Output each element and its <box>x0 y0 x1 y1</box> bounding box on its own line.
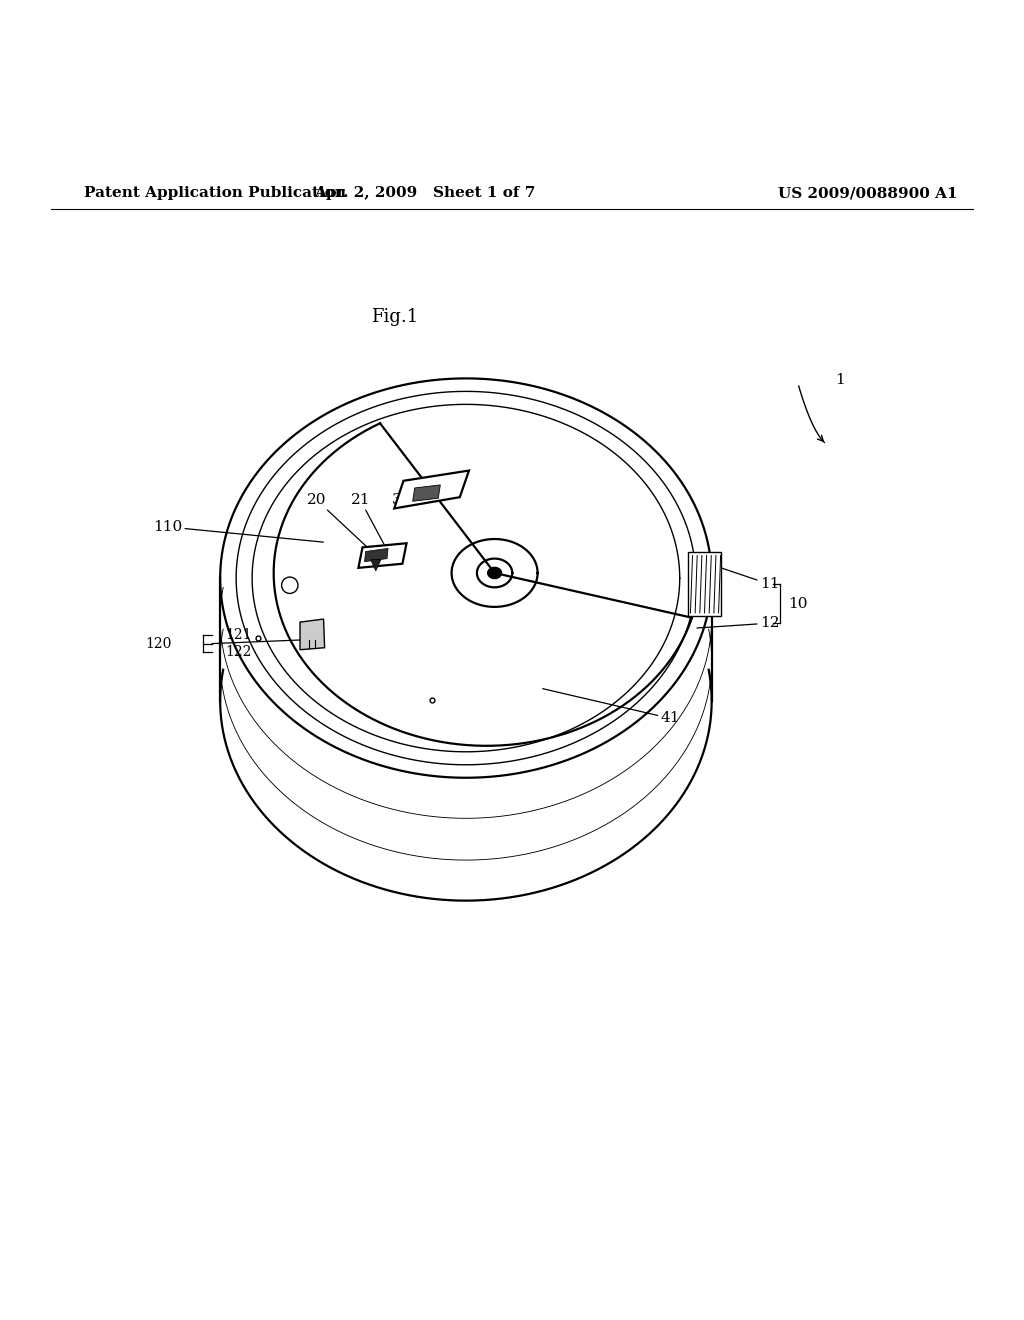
Polygon shape <box>487 568 502 578</box>
Polygon shape <box>300 619 325 649</box>
Text: 110: 110 <box>153 520 324 543</box>
Polygon shape <box>413 484 440 502</box>
Text: 121: 121 <box>225 628 252 643</box>
Text: Fig.1: Fig.1 <box>371 308 418 326</box>
Text: 11: 11 <box>692 558 779 591</box>
Polygon shape <box>365 548 388 562</box>
Text: 30: 30 <box>392 488 425 507</box>
Text: 122: 122 <box>225 644 252 659</box>
Text: US 2009/0088900 A1: US 2009/0088900 A1 <box>778 186 957 201</box>
Text: 20: 20 <box>307 494 371 550</box>
Text: 1: 1 <box>836 374 846 388</box>
Polygon shape <box>394 470 469 508</box>
Text: 41: 41 <box>543 689 680 726</box>
Bar <box>688 553 721 616</box>
Text: Apr. 2, 2009   Sheet 1 of 7: Apr. 2, 2009 Sheet 1 of 7 <box>314 186 536 201</box>
Text: 120: 120 <box>145 636 172 651</box>
Text: Patent Application Publication: Patent Application Publication <box>84 186 346 201</box>
Text: 21: 21 <box>350 494 384 544</box>
Polygon shape <box>371 560 381 572</box>
Text: 12: 12 <box>697 616 779 630</box>
Text: 10: 10 <box>788 597 808 611</box>
Polygon shape <box>358 544 407 568</box>
